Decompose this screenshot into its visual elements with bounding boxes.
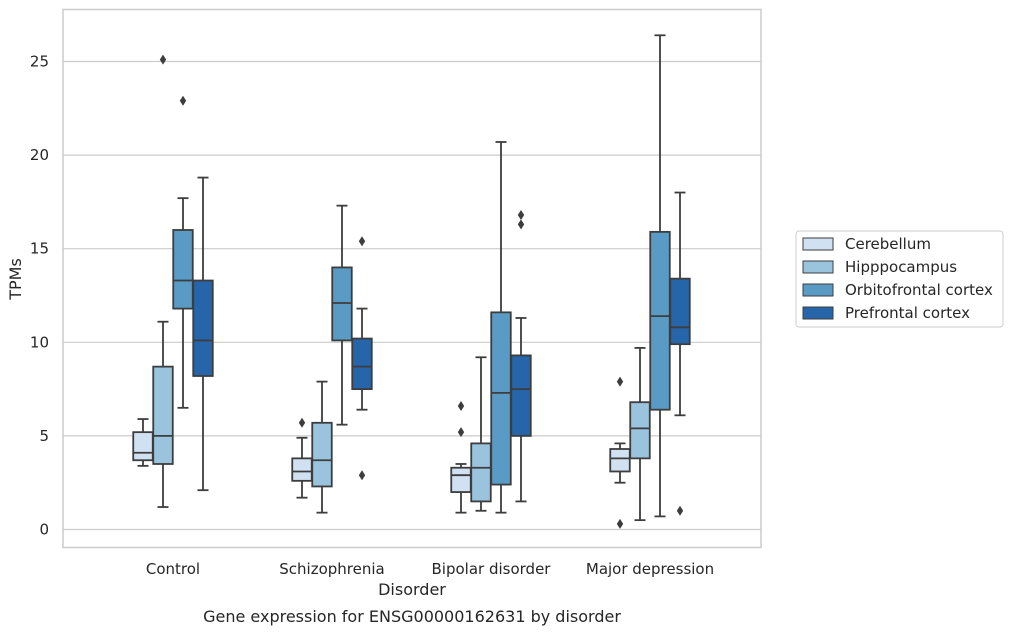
box-cerebellum-1 (291, 417, 313, 499)
y-tick-labels: 0 5 10 15 20 25 (30, 53, 49, 539)
box-prefrontal-cortex-1 (351, 236, 373, 481)
box-cerebellum-0 (132, 418, 154, 467)
boxes (132, 34, 691, 529)
box-hipppocampus-2 (470, 356, 492, 512)
y-tick-label: 0 (39, 521, 49, 539)
box-body (490, 311, 512, 486)
y-tick-label: 20 (30, 146, 49, 164)
box-body (629, 401, 651, 460)
x-tick-label: Major depression (586, 560, 714, 578)
chart-caption: Gene expression for ENSG00000162631 by d… (203, 607, 621, 626)
box-body (331, 266, 353, 342)
legend-entry-label: Hipppocampus (845, 258, 957, 276)
outlier-point (616, 518, 624, 529)
outlier-point (159, 54, 167, 65)
box-body (450, 466, 472, 493)
legend-swatch (802, 306, 834, 320)
outlier-point (457, 400, 465, 411)
box-prefrontal-cortex-2 (510, 210, 532, 503)
box-cerebellum-2 (450, 400, 472, 514)
box-body (172, 229, 194, 310)
box-cerebellum-3 (609, 376, 631, 529)
legend: Cerebellum Hipppocampus Orbitofrontal cort… (795, 230, 1004, 328)
legend-entry-label: Prefrontal cortex (845, 304, 970, 322)
x-tick-labels: Control Schizophrenia Bipolar disorder Majo… (146, 560, 714, 578)
box-body (291, 457, 313, 482)
y-axis-label: TPMs (6, 258, 25, 301)
box-orbitofrontal-cortex-3 (649, 34, 671, 518)
box-body (351, 337, 373, 390)
box-body (510, 354, 532, 437)
x-tick-label: Bipolar disorder (432, 560, 552, 578)
box-body (470, 442, 492, 503)
y-tick-label: 10 (30, 333, 49, 351)
legend-frame (795, 230, 1004, 328)
y-tick-label: 25 (30, 53, 49, 71)
plot-area-frame (62, 8, 762, 549)
outlier-point (358, 470, 366, 481)
box-hipppocampus-1 (311, 380, 333, 514)
box-body (609, 448, 631, 473)
box-body (192, 279, 214, 377)
box-orbitofrontal-cortex-1 (331, 204, 353, 426)
box-hipppocampus-0 (152, 54, 174, 508)
box-body (152, 365, 174, 465)
box-body (649, 230, 671, 411)
legend-entry-label: Orbitofrontal cortex (845, 281, 993, 299)
legend-swatch (802, 237, 834, 251)
legend-swatch (802, 283, 834, 297)
box-orbitofrontal-cortex-0 (172, 95, 194, 409)
legend-swatch (802, 260, 834, 274)
outlier-point (358, 236, 366, 247)
box-orbitofrontal-cortex-2 (490, 141, 512, 514)
outlier-point (179, 95, 187, 106)
legend-entry-label: Cerebellum (845, 235, 931, 253)
outlier-point (517, 210, 525, 221)
outlier-point (457, 427, 465, 438)
y-tick-label: 15 (30, 240, 49, 258)
x-tick-label: Control (146, 560, 200, 578)
box-prefrontal-cortex-0 (192, 176, 214, 492)
outlier-point (676, 505, 684, 516)
x-tick-label: Schizophrenia (279, 560, 384, 578)
y-tick-label: 5 (39, 427, 49, 445)
box-body (311, 421, 333, 488)
outlier-point (298, 417, 306, 428)
box-hipppocampus-3 (629, 347, 651, 522)
x-axis-label: Disorder (378, 580, 446, 599)
box-body (132, 431, 154, 462)
box-prefrontal-cortex-3 (669, 191, 691, 516)
outlier-point (517, 219, 525, 230)
box-body (669, 277, 691, 346)
outlier-point (616, 376, 624, 387)
